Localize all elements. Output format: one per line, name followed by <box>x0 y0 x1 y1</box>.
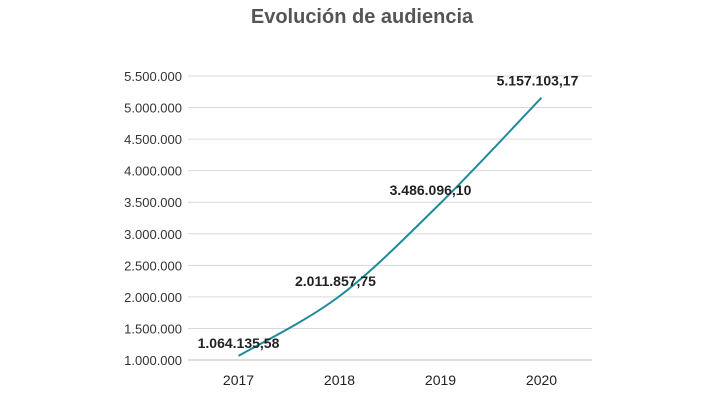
x-tick-label: 2018 <box>324 372 355 388</box>
axes: 1.000.000 1.500.000 2.000.000 2.500.000 3.00… <box>124 69 592 388</box>
data-label: 3.486.096,10 <box>390 182 472 198</box>
y-tick-label: 1.000.000 <box>124 353 182 368</box>
y-tick-label: 1.500.000 <box>124 321 182 336</box>
x-tick-label: 2020 <box>526 372 557 388</box>
y-tick-label: 5.500.000 <box>124 69 182 84</box>
x-tick-label: 2019 <box>425 372 456 388</box>
x-tick-label: 2017 <box>223 372 254 388</box>
series-line <box>237 96 543 357</box>
y-tick-label: 3.000.000 <box>124 227 182 242</box>
data-label: 1.064.135,58 <box>198 335 280 351</box>
y-tick-label: 5.000.000 <box>124 101 182 116</box>
data-labels: 1.064.135,58 2.011.857,75 3.486.096,10 5.15… <box>198 73 579 351</box>
y-tick-label: 3.500.000 <box>124 195 182 210</box>
data-label: 5.157.103,17 <box>497 73 579 89</box>
data-label: 2.011.857,75 <box>295 273 376 289</box>
chart-title: Evolución de audiencia <box>251 6 474 28</box>
series <box>237 96 543 357</box>
y-tick-label: 4.000.000 <box>124 164 182 179</box>
y-tick-label: 4.500.000 <box>124 132 182 147</box>
y-tick-label: 2.000.000 <box>124 290 182 305</box>
gridlines <box>188 75 592 329</box>
y-tick-label: 2.500.000 <box>124 258 182 273</box>
